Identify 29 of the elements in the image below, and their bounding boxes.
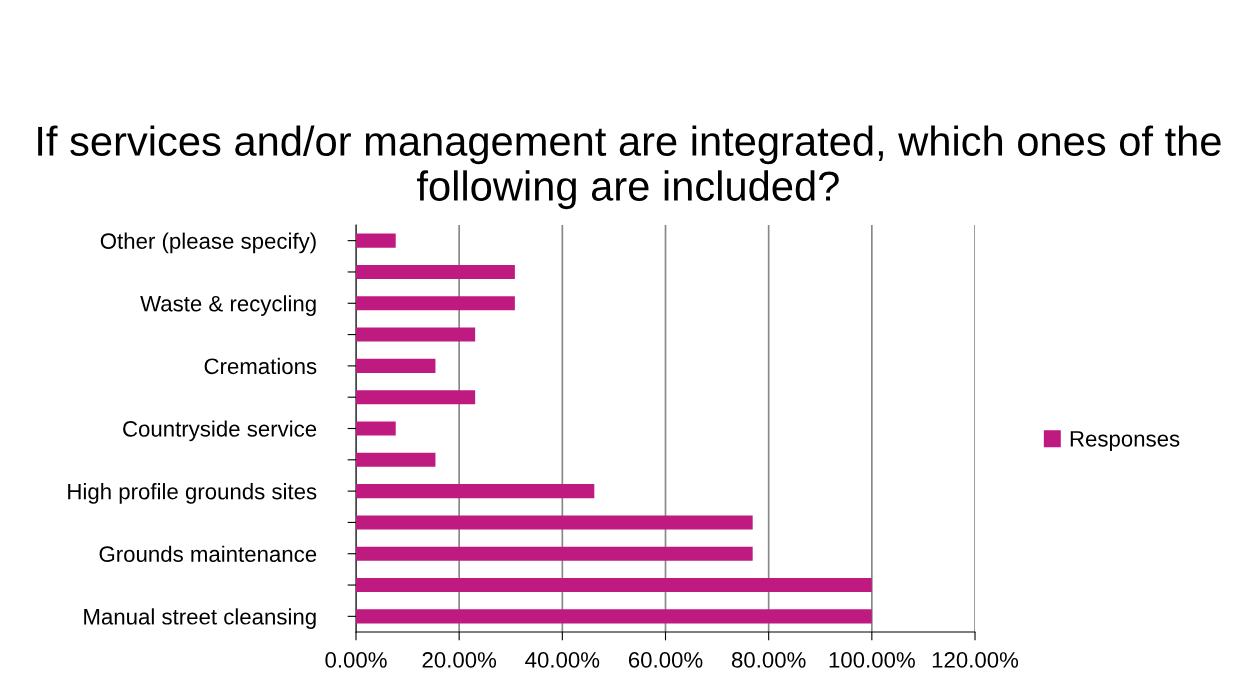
chart-title: If services and/or management are integrated, which ones of the following are included?: [38, 125, 1221, 210]
bar: [356, 484, 595, 499]
bar: [356, 609, 872, 624]
legend-label: Responses: [1070, 431, 1180, 452]
bar: [356, 421, 396, 436]
bar: [356, 233, 396, 248]
bar: [356, 577, 872, 593]
bar: [356, 390, 476, 405]
x-tick-label: 60.00%: [628, 652, 703, 668]
bar: [356, 264, 515, 280]
y-tick-label: Manual street cleansing: [84, 608, 316, 630]
x-tick-label: 20.00%: [422, 652, 497, 668]
bar: [356, 327, 476, 342]
y-tick-label: Cremations: [204, 357, 317, 375]
bar: [356, 452, 436, 467]
bar: [356, 546, 753, 561]
bar: [356, 296, 515, 311]
y-tick-label: Waste & recycling: [140, 295, 316, 316]
y-tick-label: Grounds maintenance: [99, 545, 317, 562]
x-tick-label: 80.00%: [731, 652, 806, 668]
y-tick-label: Other (please specify): [100, 232, 316, 254]
bar: [356, 515, 753, 530]
bar: [356, 358, 436, 373]
y-tick-label: High profile grounds sites: [68, 483, 317, 504]
y-tick-label: Countryside service: [123, 420, 317, 442]
x-tick-label: 120.00%: [932, 652, 1019, 668]
x-tick-label: 100.00%: [829, 652, 915, 668]
x-tick-label: 0.00%: [325, 652, 387, 668]
x-tick-label: 40.00%: [525, 652, 600, 668]
